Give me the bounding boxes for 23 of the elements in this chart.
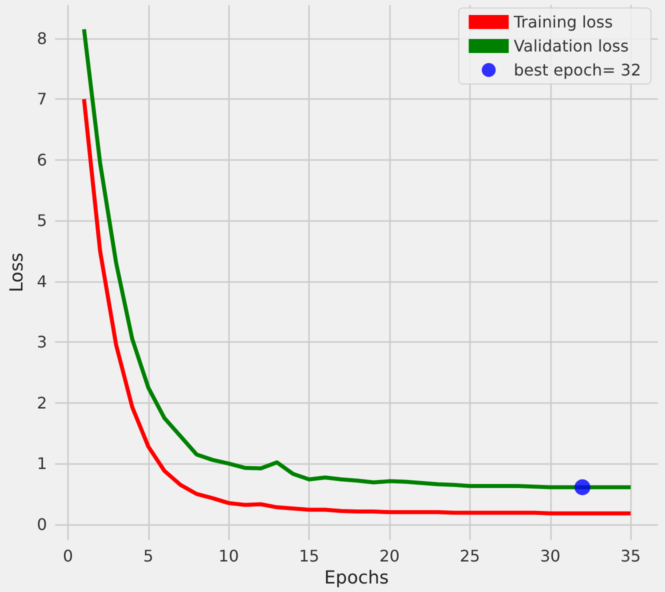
legend-label: Validation loss <box>514 36 629 56</box>
x-tick-label: 10 <box>218 546 239 566</box>
x-tick-label: 35 <box>620 546 641 566</box>
legend-label: Training loss <box>512 12 613 32</box>
x-axis-title: Epochs <box>324 568 389 588</box>
x-tick-label: 15 <box>298 546 320 566</box>
y-tick-label: 8 <box>36 28 48 48</box>
y-tick-label: 7 <box>36 90 48 109</box>
y-tick-label: 1 <box>36 454 48 474</box>
y-tick-label: 0 <box>36 514 48 534</box>
y-tick-label: 4 <box>36 272 48 291</box>
x-tick-label: 30 <box>540 546 560 566</box>
x-tick-label: 25 <box>460 546 480 566</box>
y-tick-label: 3 <box>36 332 48 352</box>
x-tick-label: 20 <box>379 546 400 566</box>
y-tick-label: 2 <box>36 393 48 412</box>
x-tick-label: 0 <box>62 546 74 566</box>
y-tick-label: 6 <box>36 150 48 170</box>
x-tick-label: 5 <box>143 546 154 566</box>
y-tick-label: 5 <box>36 211 48 230</box>
y-axis-title: Loss <box>6 252 28 292</box>
legend-label: best epoch= 32 <box>514 60 642 80</box>
line-series <box>82 97 633 516</box>
